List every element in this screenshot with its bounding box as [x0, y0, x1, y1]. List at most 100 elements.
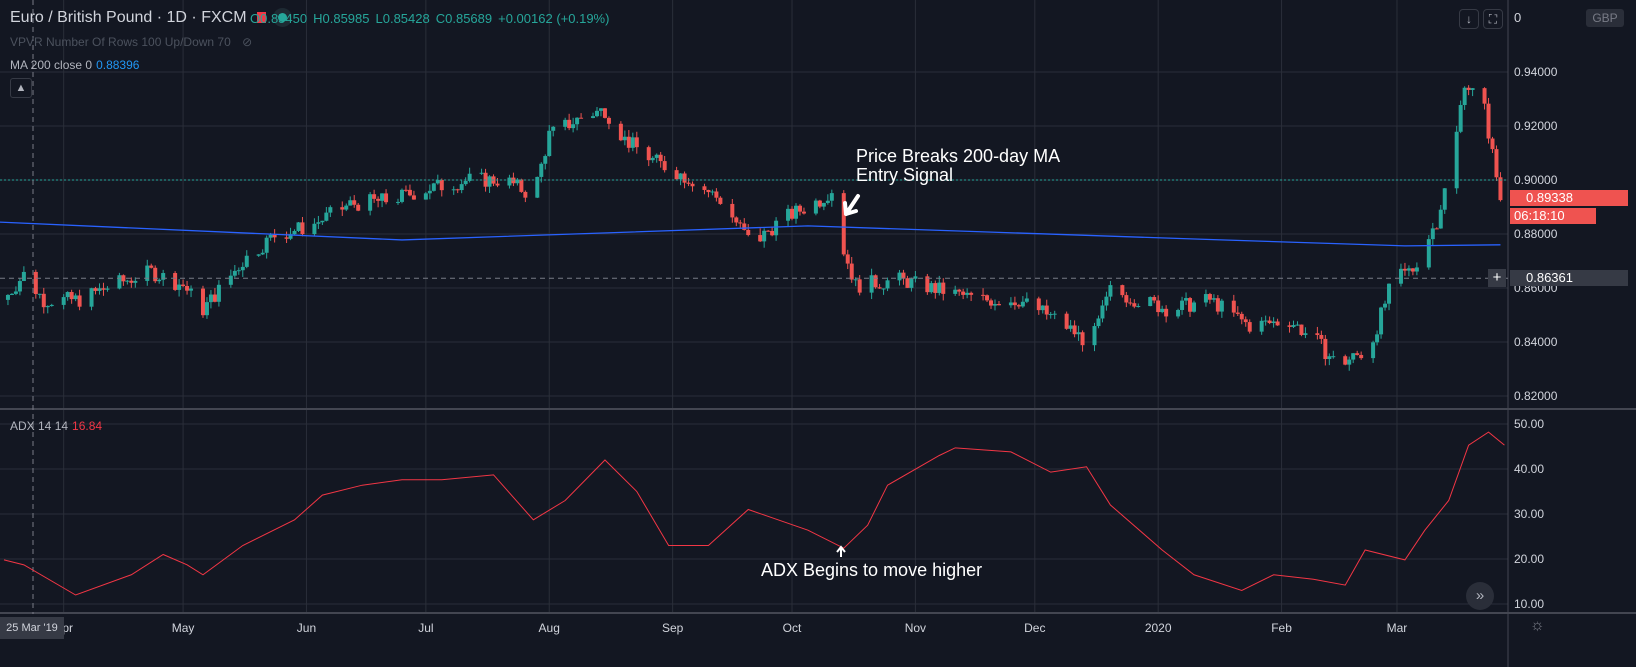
- candle-body: [200, 288, 205, 316]
- candle-body: [1271, 321, 1276, 324]
- candle-body: [13, 291, 18, 294]
- candle-body: [1410, 268, 1415, 272]
- candle-body: [634, 137, 639, 148]
- candle-body: [1184, 298, 1189, 301]
- candle-body: [1494, 149, 1499, 178]
- candle-body: [1176, 309, 1181, 317]
- flag-icon[interactable]: [256, 12, 266, 24]
- candle-body: [1347, 359, 1352, 365]
- candle-body: [658, 154, 663, 162]
- candle-body: [1247, 322, 1252, 332]
- candle-body: [232, 270, 237, 276]
- time-axis-label: Jul: [418, 621, 433, 635]
- candle-body: [1231, 300, 1236, 313]
- candle-body: [1466, 87, 1471, 90]
- candle-body: [933, 283, 938, 293]
- hidden-eye-icon[interactable]: ⊘: [242, 35, 253, 49]
- candle-body: [766, 230, 771, 232]
- candle-body: [575, 117, 580, 125]
- candle-body: [841, 193, 846, 255]
- candle-body: [1351, 353, 1356, 360]
- candle-body: [985, 295, 990, 301]
- candle-body: [543, 156, 548, 164]
- candle-body: [487, 176, 492, 187]
- candle-body: [1323, 338, 1328, 360]
- candle-body: [372, 194, 377, 199]
- ma-legend[interactable]: MA 200 close 0 0.88396: [10, 58, 139, 72]
- change-value: +0.00162 (+0.19%): [498, 11, 610, 26]
- candle-body: [1100, 305, 1105, 319]
- candle-body: [399, 189, 404, 202]
- candle-body: [1263, 320, 1268, 322]
- candle-body: [1267, 320, 1272, 324]
- candle-body: [845, 254, 850, 264]
- scroll-down-button[interactable]: ↓: [1459, 9, 1479, 29]
- candle-body: [885, 280, 890, 289]
- candle-body: [690, 183, 695, 187]
- vpvr-legend[interactable]: VPVR Number Of Rows 100 Up/Down 70 ⊘: [10, 35, 252, 49]
- time-axis-label: Aug: [539, 621, 560, 635]
- currency-button[interactable]: GBP: [1586, 9, 1624, 27]
- scroll-to-realtime-button[interactable]: »: [1466, 582, 1494, 610]
- candle-body: [268, 234, 273, 238]
- candle-body: [857, 279, 862, 293]
- price-axis-label: 0.94000: [1514, 65, 1558, 79]
- adx-legend[interactable]: ADX 14 14 16.84: [10, 419, 102, 433]
- fullscreen-button[interactable]: ⛶: [1483, 9, 1503, 29]
- candle-body: [1072, 325, 1077, 335]
- candle-body: [1402, 268, 1407, 271]
- candle-body: [1036, 298, 1041, 311]
- candle-body: [45, 306, 50, 308]
- low-value: L0.85428: [375, 11, 430, 26]
- price-axis-label: 0.82000: [1514, 389, 1558, 403]
- candle-body: [1371, 342, 1376, 359]
- gear-icon[interactable]: ☼: [1530, 617, 1545, 634]
- arrow-down-icon: ↓: [1466, 12, 1472, 26]
- candle-body: [1044, 305, 1049, 315]
- candle-body: [1498, 177, 1503, 201]
- candle-body: [1080, 332, 1085, 346]
- candle-body: [718, 197, 723, 204]
- candle-body: [1188, 298, 1193, 312]
- candle-body: [185, 286, 190, 291]
- candle-body: [459, 184, 464, 191]
- symbol-legend[interactable]: Euro / British Pound · 1D · FXCM: [10, 9, 287, 27]
- adx-axis-label: 50.00: [1514, 417, 1544, 431]
- candle-body: [463, 180, 468, 185]
- candle-body: [1096, 318, 1101, 327]
- candle-body: [567, 119, 572, 129]
- collapse-legend-button[interactable]: ▲: [10, 78, 32, 98]
- candle-body: [348, 200, 353, 206]
- candle-body: [1160, 308, 1165, 313]
- candle-body: [1355, 353, 1360, 355]
- candle-body: [125, 280, 130, 282]
- candle-body: [145, 265, 150, 281]
- candle-body: [869, 275, 874, 293]
- candle-body: [1120, 285, 1125, 296]
- candle-body: [1426, 239, 1431, 268]
- candle-body: [1219, 300, 1224, 312]
- candle-body: [786, 208, 791, 221]
- candle-body: [925, 276, 930, 293]
- candle-body: [73, 295, 78, 300]
- candle-body: [579, 117, 584, 119]
- candle-body: [797, 205, 802, 212]
- candle-body: [913, 276, 918, 279]
- candle-body: [97, 288, 102, 291]
- candle-body: [467, 173, 472, 181]
- candle-body: [324, 212, 329, 221]
- symbol-title: Euro / British Pound · 1D · FXCM: [10, 9, 247, 26]
- candle-body: [853, 279, 858, 281]
- candle-body: [384, 193, 389, 203]
- annotation-adx: ADX Begins to move higher: [761, 560, 983, 580]
- candle-body: [825, 200, 830, 203]
- candle-body: [352, 200, 357, 205]
- candle-body: [1148, 297, 1153, 307]
- add-plus-icon[interactable]: +: [1488, 269, 1506, 287]
- axis-top-label: 0: [1514, 10, 1522, 25]
- candle-body: [177, 284, 182, 290]
- candle-body: [758, 235, 763, 242]
- candle-body: [790, 208, 795, 219]
- candle-body: [965, 292, 970, 295]
